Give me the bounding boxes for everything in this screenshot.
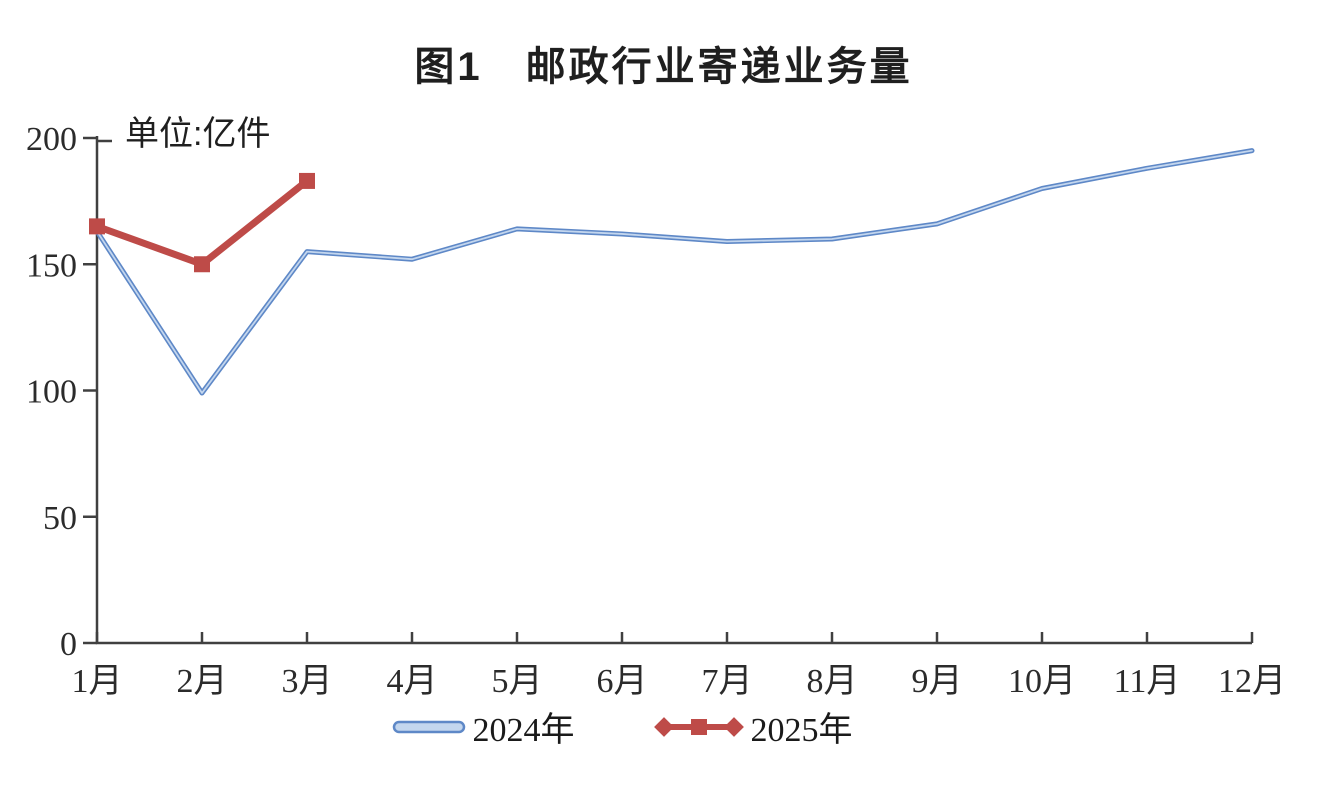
series-2025年-marker bbox=[194, 256, 210, 273]
series-2024年-line bbox=[94, 148, 1255, 396]
y-tick-label: 0 bbox=[60, 626, 77, 663]
legend: 2024年 2025年 bbox=[0, 702, 1285, 751]
legend-label-2025: 2025年 bbox=[750, 712, 853, 749]
series-2025年-marker bbox=[299, 172, 315, 189]
legend-swatch-2025-line-icon bbox=[653, 716, 744, 737]
x-tick-label: 11月 bbox=[1114, 663, 1181, 700]
legend-label-2024: 2024年 bbox=[472, 712, 575, 749]
x-tick-label: 6月 bbox=[597, 663, 648, 700]
x-tick-label: 3月 bbox=[282, 663, 333, 700]
y-tick-label: 150 bbox=[26, 247, 77, 284]
y-tick-label: 200 bbox=[26, 121, 77, 158]
y-tick-label: 100 bbox=[26, 374, 77, 411]
legend-item-2024: 2024年 bbox=[391, 702, 575, 751]
x-tick-label: 12月 bbox=[1218, 663, 1286, 700]
x-tick-label: 10月 bbox=[1008, 663, 1076, 700]
x-tick-label: 5月 bbox=[492, 663, 543, 700]
series-2025年-line bbox=[93, 177, 311, 268]
chart-title: 图1 邮政行业寄递业务量 bbox=[414, 45, 913, 89]
y-tick-label: 50 bbox=[43, 500, 77, 537]
x-tick-label: 1月 bbox=[72, 663, 123, 700]
series-2025年-marker bbox=[89, 218, 105, 235]
legend-item-2025: 2025年 bbox=[653, 702, 853, 751]
x-tick-label: 7月 bbox=[702, 663, 753, 700]
legend-swatch-2024-line-icon bbox=[392, 720, 465, 733]
unit-label: 单位:亿件 bbox=[125, 115, 271, 153]
series-2024年-line-highlight bbox=[96, 149, 1253, 394]
x-tick-label: 4月 bbox=[387, 663, 438, 700]
x-tick-label: 8月 bbox=[807, 663, 858, 700]
x-tick-label: 9月 bbox=[912, 663, 963, 700]
x-tick-label: 2月 bbox=[177, 663, 228, 700]
